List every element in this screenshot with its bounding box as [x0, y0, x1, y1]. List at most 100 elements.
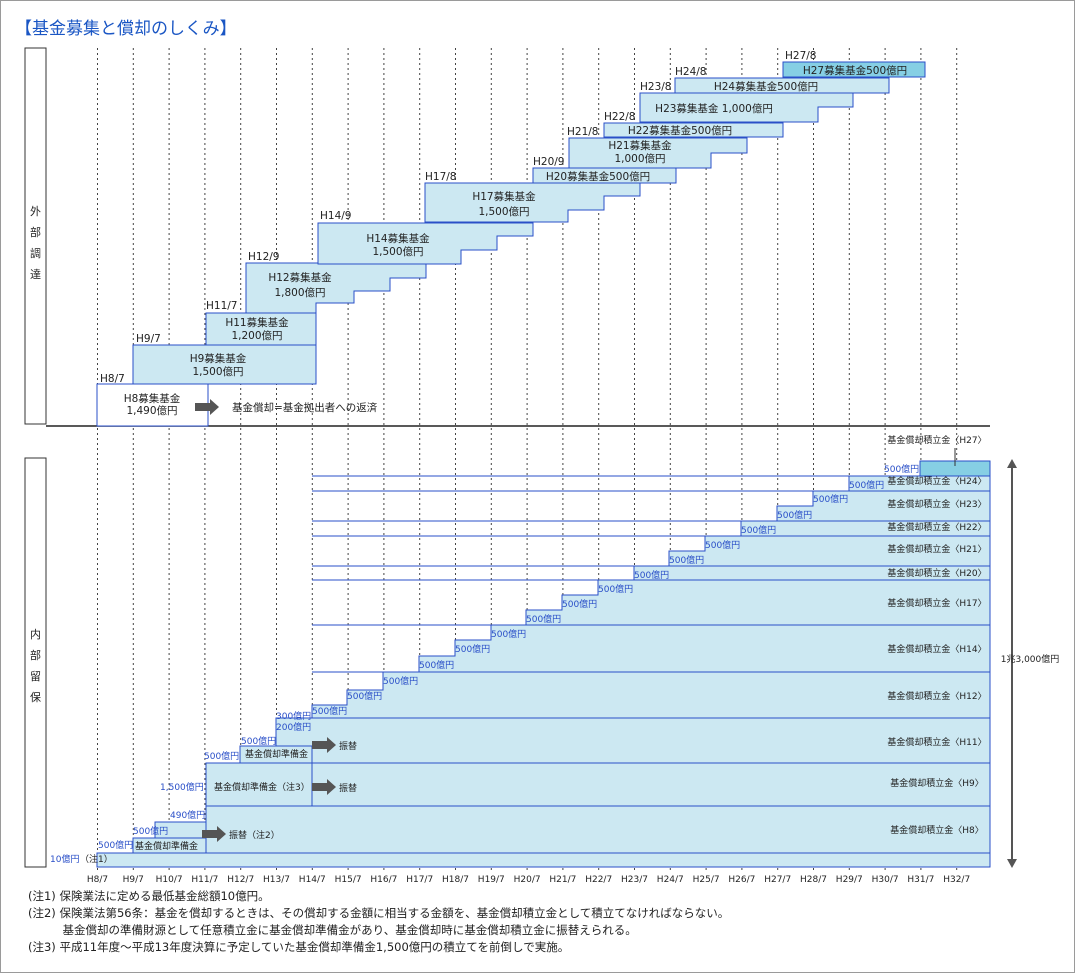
x-axis-label: H21/7 [549, 875, 576, 885]
step-amount-label: 1,500億円 [160, 781, 204, 793]
internal-label-char: 留 [30, 670, 41, 683]
total-arrow-up [1007, 459, 1017, 468]
prep-label-h11: 基金償却準備金 [245, 748, 308, 760]
fund-date-label: H9/7 [136, 333, 161, 345]
fund-amount-label: 1,490億円 [126, 404, 177, 417]
transfer-arrow-1 [202, 826, 226, 842]
fund-date-label: H8/7 [100, 373, 125, 385]
step-amount-label: 500億円 [526, 613, 561, 625]
step-amount-label: 500億円 [204, 750, 239, 762]
note-2: (注2) 保険業法第56条：基金を償却するときは、その償却する金額に相当する金額… [28, 906, 730, 920]
prep-label-h9: 基金償却準備金（注3） [214, 781, 310, 793]
fund-name-label: H17募集基金 [472, 190, 536, 203]
step-amount-label: 500億円 [347, 690, 382, 702]
note-3: (注3) 平成11年度〜平成13年度決算に予定していた基金償却準備金1,500億… [28, 940, 570, 954]
reserve-label: 基金償却積立金〈H24〉 [887, 475, 986, 487]
fund-box-H21-8 [568, 137, 748, 169]
fund-date-label: H24/8 [675, 66, 706, 78]
internal-label-char: 内 [30, 627, 41, 641]
note-1: (注1) 保険業法に定める最低基金総額10億円。 [28, 889, 270, 903]
step-amount-label: 500億円 [669, 554, 704, 566]
reserve-label: 基金償却積立金〈H22〉 [887, 521, 986, 533]
x-axis-label: H19/7 [478, 875, 505, 885]
step-amount-label: 200億円 [276, 721, 311, 733]
internal-label-char: 保 [30, 690, 41, 704]
reserve-area [96, 460, 991, 868]
reserve-label: 基金償却積立金〈H14〉 [887, 643, 986, 655]
transfer-label: 振替（注2） [229, 829, 280, 841]
step-amount-label: 500億円 [133, 825, 168, 837]
external-label-char: 部 [30, 225, 41, 239]
diagram-title: 【基金募集と償却のしくみ】 [15, 19, 237, 39]
x-axis-label: H12/7 [227, 875, 254, 885]
step-amount-label: 500億円 [849, 479, 884, 491]
fund-box-H24-8 [674, 77, 890, 94]
fund-name-label: H21募集基金 [608, 139, 672, 152]
reserve-label: 基金償却積立金〈H21〉 [887, 543, 986, 555]
reserve-label: 基金償却積立金〈H11〉 [887, 736, 986, 748]
fund-date-label: H17/8 [425, 171, 456, 183]
step-amount-label: 500億円 [777, 509, 812, 521]
x-axis-label: H11/7 [191, 875, 218, 885]
x-axis-label: H31/7 [907, 875, 934, 885]
x-axis-label: H9/7 [123, 875, 144, 885]
x-axis-label: H22/7 [585, 875, 612, 885]
reserve-label: 基金償却積立金〈H23〉 [887, 498, 986, 510]
step-amount-label: 500億円 [419, 659, 454, 671]
fund-amount-label: 1,500億円 [192, 365, 243, 378]
step-amount-label: 500億円 [705, 539, 740, 551]
step-amount-label: 500億円 [562, 598, 597, 610]
x-axis-label: H24/7 [657, 875, 684, 885]
step-amount-label: 500億円 [98, 839, 133, 851]
fund-name-label: H14募集基金 [366, 232, 430, 245]
fund-name-label: H23募集基金 1,000億円 [655, 102, 773, 115]
fund-date-label: H21/8 [567, 126, 598, 138]
step-amount-label: 500億円 [383, 675, 418, 687]
x-axis-label: H32/7 [943, 875, 970, 885]
step-amount-label: 490億円 [170, 809, 205, 821]
step-amount-label: 500億円 [884, 463, 919, 475]
total-label: 1兆3,000億円 [1001, 653, 1060, 665]
step-amount-label: 500億円 [455, 643, 490, 655]
x-axis-label: H8/7 [87, 875, 108, 885]
note1-tag: （注1） [80, 853, 113, 865]
step-amount-label: 500億円 [491, 628, 526, 640]
external-label-box [24, 47, 47, 425]
fund-box-H17-8 [424, 182, 641, 223]
x-axis-label: H16/7 [370, 875, 397, 885]
note-2-continued: 基金償却の準備財源として任意積立金に基金償却準備金があり、基金償却時に基金償却積… [28, 923, 637, 937]
fund-date-label: H14/9 [320, 210, 351, 222]
x-axis-label: H13/7 [263, 875, 290, 885]
step-amount-label: 500億円 [741, 524, 776, 536]
fund-date-label: H12/9 [248, 251, 279, 263]
step-amount-label: 500億円 [634, 569, 669, 581]
fund-date-label: H20/9 [533, 156, 564, 168]
x-axis-label: H30/7 [872, 875, 899, 885]
fund-amount-label: 1,500億円 [372, 245, 423, 258]
x-axis-label: H26/7 [728, 875, 755, 885]
internal-label-char: 部 [30, 648, 41, 662]
fund-amount-label: 1,800億円 [274, 286, 325, 299]
reserve-label: 基金償却積立金〈H20〉 [887, 567, 986, 579]
fund-name-label: H24募集基金500億円 [714, 80, 818, 93]
reserve-label: 基金償却積立金〈H12〉 [887, 690, 986, 702]
reserve-label: 基金償却積立金〈H9〉 [890, 777, 984, 789]
fund-box-H14-9 [317, 222, 534, 265]
external-label-char: 達 [30, 268, 41, 281]
external-label-char: 外 [30, 205, 41, 218]
reserve-label: 基金償却積立金〈H8〉 [890, 824, 984, 836]
fund-amount-label: 1,000億円 [614, 152, 665, 165]
external-label-char: 調 [30, 246, 41, 260]
x-axis-label: H25/7 [693, 875, 720, 885]
fund-name-label: H11募集基金 [225, 316, 289, 329]
transfer-label: 振替 [339, 782, 357, 794]
redemption-label: 基金償却=基金拠出者への返済 [232, 401, 378, 414]
fund-name-label: H27募集基金500億円 [803, 64, 907, 77]
x-axis-label: H10/7 [156, 875, 183, 885]
redemption-arrow [195, 399, 219, 415]
x-axis-label: H18/7 [442, 875, 469, 885]
fund-name-label: H12募集基金 [268, 271, 332, 284]
reserve-label: 基金償却積立金〈H27〉 [887, 434, 986, 446]
step-amount-label: 10億円 [50, 853, 79, 865]
